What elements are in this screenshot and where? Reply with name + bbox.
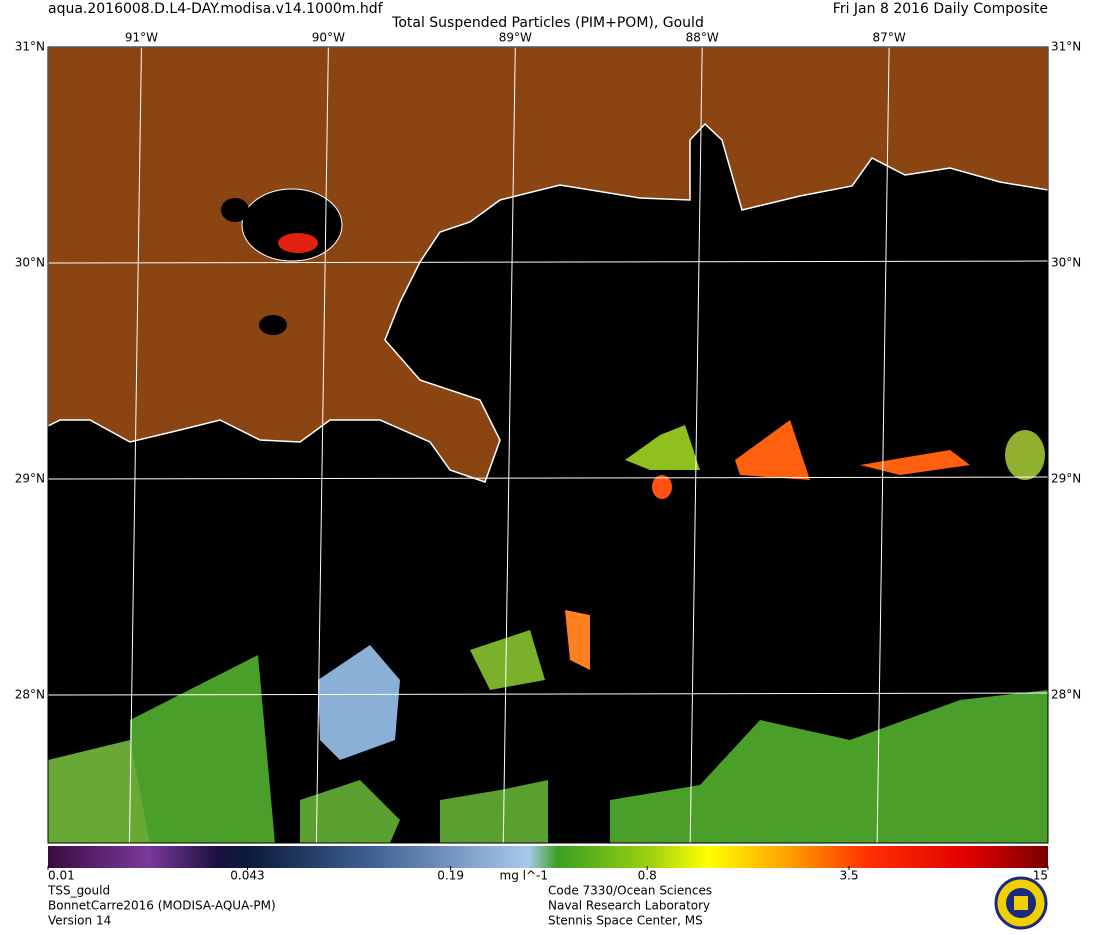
- meridian: [689, 46, 703, 844]
- lake: [259, 315, 287, 335]
- lake: [221, 198, 249, 222]
- lon-label: 88°W: [686, 31, 719, 45]
- lat-label: 31°N: [15, 40, 45, 54]
- colorbar-label: 0.043: [230, 869, 264, 883]
- footer-text: Stennis Space Center, MS: [548, 914, 703, 928]
- footer-text: Naval Research Laboratory: [548, 899, 710, 913]
- date: Fri Jan 8 2016 Daily Composite: [833, 1, 1048, 17]
- meridian: [876, 46, 890, 844]
- lat-label: 30°N: [15, 256, 45, 270]
- lat-label: 31°N: [1051, 40, 1081, 54]
- lake-patch: [278, 233, 318, 253]
- footer-text: Code 7330/Ocean Sciences: [548, 884, 712, 898]
- patch: [735, 420, 810, 480]
- lat-label: 28°N: [1051, 688, 1081, 702]
- footer-text: Version 14: [48, 914, 111, 928]
- patch: [300, 780, 400, 843]
- footer-text: BonnetCarre2016 (MODISA-AQUA-PM): [48, 899, 276, 913]
- patch: [652, 475, 672, 499]
- lat-label: 28°N: [15, 688, 45, 702]
- patch: [470, 630, 545, 690]
- patch: [860, 450, 970, 475]
- file-name: aqua.2016008.D.L4-DAY.modisa.v14.1000m.h…: [48, 1, 384, 17]
- lat-label: 29°N: [15, 472, 45, 486]
- colorbar-label: 0.01: [48, 869, 75, 883]
- patch: [1005, 430, 1045, 480]
- lon-label: 87°W: [873, 31, 906, 45]
- colorbar-label: 0.19: [437, 869, 464, 883]
- patch: [130, 655, 275, 843]
- map-frame: [47, 46, 1049, 844]
- nrl-logo: [994, 876, 1048, 930]
- meridian: [315, 46, 329, 844]
- footer-text: TSS_gould: [47, 884, 110, 898]
- meridian: [128, 46, 142, 844]
- lat-label: 29°N: [1051, 472, 1081, 486]
- lat-label: 30°N: [1051, 256, 1081, 270]
- colorbar-label: 15: [1033, 869, 1048, 883]
- patch: [565, 610, 590, 670]
- patch: [318, 645, 400, 760]
- lon-label: 89°W: [499, 31, 532, 45]
- lon-label: 90°W: [312, 31, 345, 45]
- patch: [625, 425, 700, 470]
- lon-label: 91°W: [125, 31, 158, 45]
- meridian: [502, 46, 516, 844]
- patch: [610, 690, 1048, 843]
- colorbar-label: 3.5: [839, 869, 858, 883]
- colorbar: [48, 846, 1048, 868]
- parallel: [47, 476, 1049, 480]
- map: [47, 44, 1049, 844]
- colorbar-label: 0.8: [638, 869, 657, 883]
- colorbar-unit: mg l^-1: [500, 869, 548, 883]
- parallel: [47, 260, 1049, 264]
- colorbar-ticks: 0.01 0.043 0.19 0.8 3.5 15: [47, 866, 1049, 883]
- patch: [440, 780, 548, 843]
- map-title: Total Suspended Particles (PIM+POM), Gou…: [391, 15, 704, 31]
- parallel: [47, 692, 1049, 696]
- patch: [48, 740, 150, 843]
